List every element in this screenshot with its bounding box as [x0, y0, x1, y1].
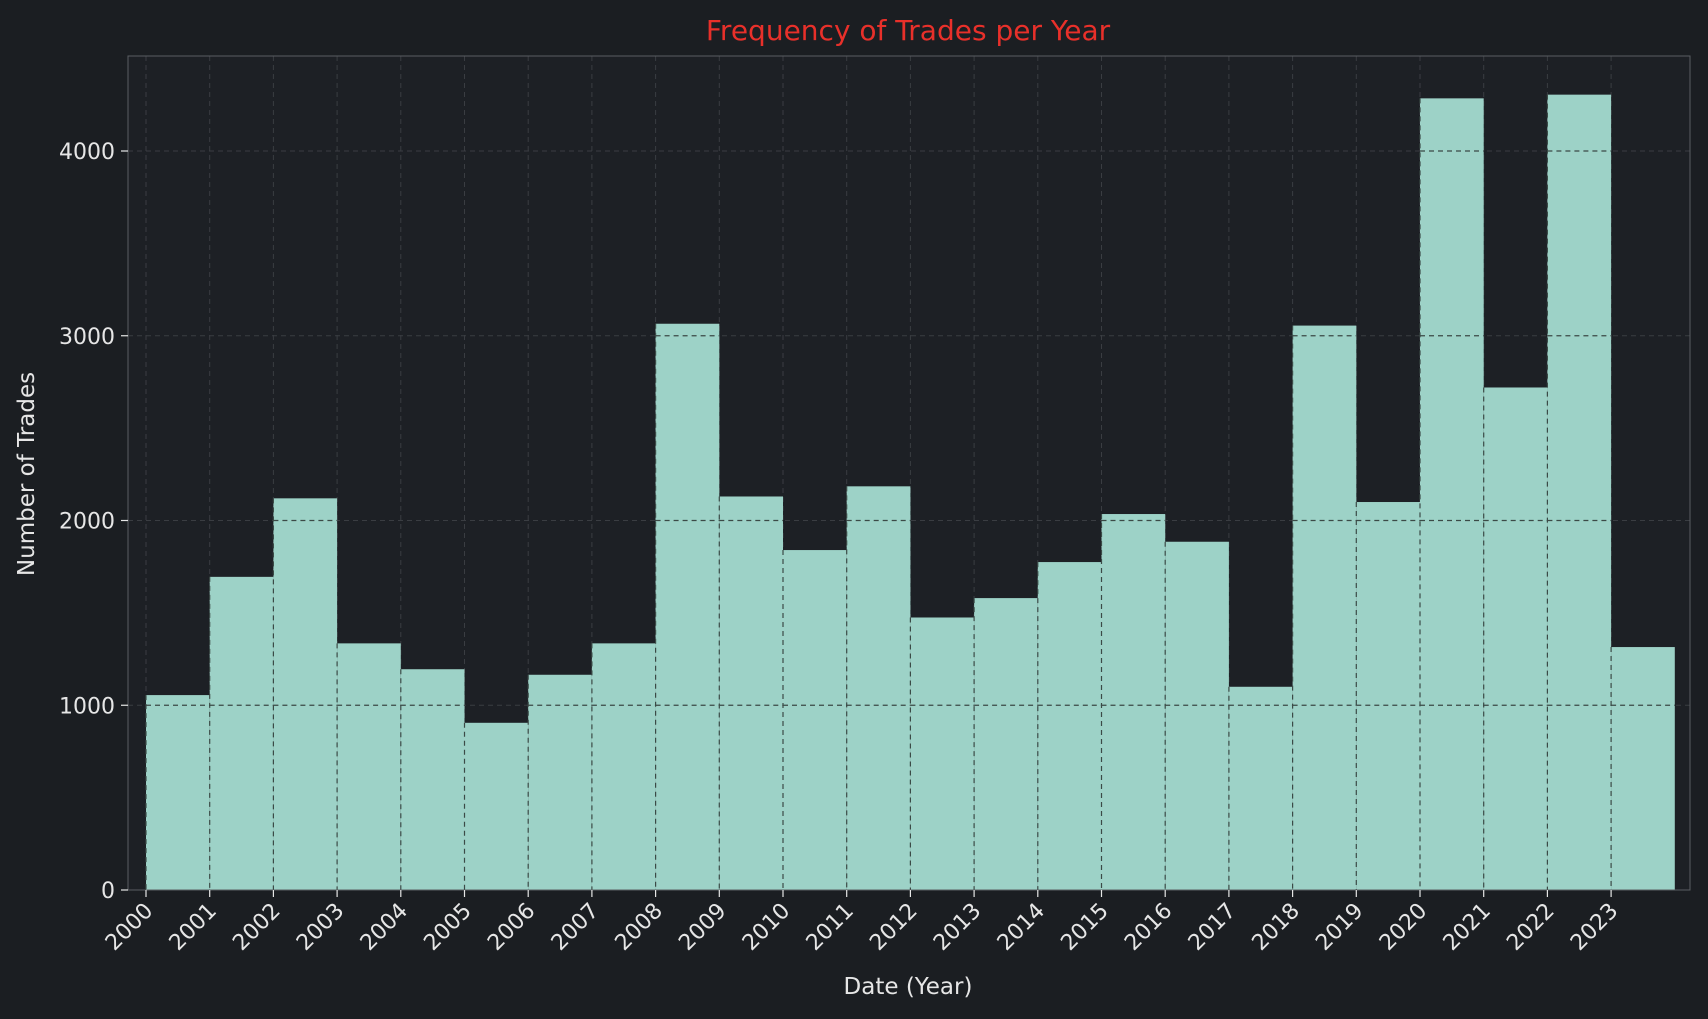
bar-2011	[846, 486, 911, 890]
bar-2007	[591, 643, 656, 890]
bar-2009	[719, 496, 783, 890]
y-axis-ticks: 0 1000 2000 3000 4000	[59, 140, 128, 904]
bar-2022	[1547, 94, 1612, 891]
bar-2003	[337, 643, 401, 890]
bar-2020	[1420, 98, 1484, 890]
x-axis-label: Date (Year)	[844, 974, 973, 1000]
bar-2002	[273, 498, 338, 890]
bar-2005	[464, 722, 529, 890]
bar-2008	[655, 323, 720, 891]
bars	[146, 94, 1675, 891]
bar-2012	[910, 617, 975, 890]
chart-title: Frequency of Trades per Year	[706, 14, 1111, 47]
bar-2001	[209, 576, 274, 890]
bar-2015	[1101, 514, 1166, 890]
bar-2017	[1228, 686, 1293, 890]
bar-2016	[1165, 541, 1229, 890]
bar-2006	[528, 674, 592, 890]
y-tick-label: 0	[101, 879, 115, 904]
plot-frame	[127, 55, 1691, 891]
bar-2014	[1037, 562, 1102, 890]
y-tick-label: 1000	[59, 694, 115, 719]
bar-2013	[974, 598, 1038, 890]
bar-2019	[1356, 502, 1420, 890]
bar-2023	[1611, 647, 1675, 890]
y-tick-label: 2000	[59, 510, 115, 535]
bar-2021	[1483, 387, 1548, 890]
y-tick-label: 3000	[59, 325, 115, 350]
y-tick-label: 4000	[59, 140, 115, 165]
bar-2000	[146, 695, 210, 890]
bar-2010	[783, 550, 847, 890]
bar-overlay-grid	[145, 94, 1675, 890]
bar-2018	[1292, 325, 1357, 890]
bar-2004	[400, 669, 465, 890]
y-axis-label: Number of Trades	[14, 372, 40, 576]
